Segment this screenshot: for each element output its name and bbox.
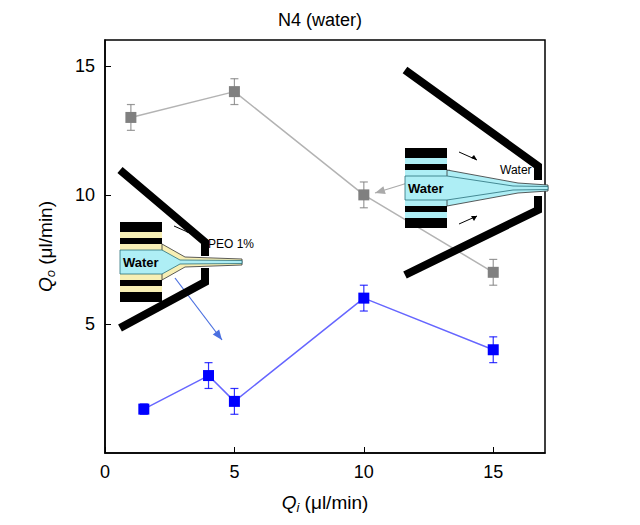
svg-text:Water: Water bbox=[408, 181, 444, 196]
svg-text:Water: Water bbox=[500, 163, 532, 177]
svg-text:10: 10 bbox=[75, 185, 95, 205]
svg-text:Q: Q bbox=[282, 492, 297, 513]
svg-text:5: 5 bbox=[229, 462, 239, 482]
svg-text:0: 0 bbox=[100, 462, 110, 482]
svg-text:Water: Water bbox=[123, 255, 159, 270]
svg-text:(μl/min): (μl/min) bbox=[299, 492, 368, 513]
svg-text:PEO 1%: PEO 1% bbox=[208, 237, 254, 251]
svg-text:15: 15 bbox=[75, 56, 95, 76]
svg-text:N4 (water): N4 (water) bbox=[278, 10, 362, 30]
svg-text:10: 10 bbox=[354, 462, 374, 482]
svg-text:5: 5 bbox=[85, 314, 95, 334]
svg-text:o: o bbox=[43, 270, 58, 277]
svg-text:Q: Q bbox=[35, 277, 56, 292]
svg-text:15: 15 bbox=[483, 462, 503, 482]
svg-text:(μl/min): (μl/min) bbox=[35, 201, 56, 270]
